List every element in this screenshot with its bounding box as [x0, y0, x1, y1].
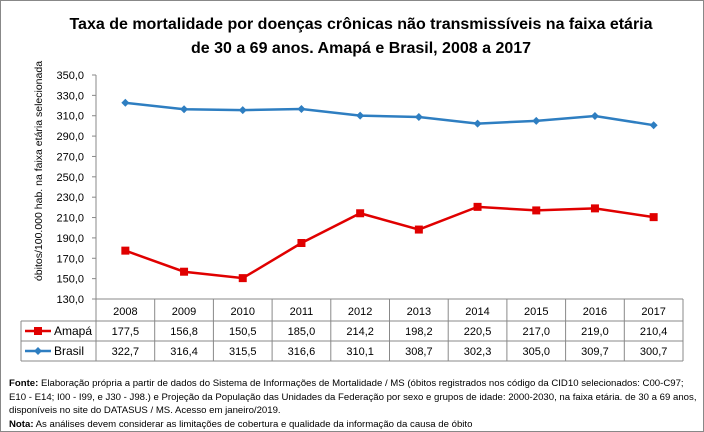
data-point	[121, 246, 130, 255]
y-tick-label: 270,0	[56, 151, 84, 163]
series-line-brasil	[125, 101, 654, 127]
table-cell: 316,4	[170, 346, 198, 358]
table-cell: 315,5	[229, 346, 257, 358]
y-tick-label: 130,0	[56, 294, 84, 306]
data-point	[180, 105, 189, 114]
data-point	[473, 119, 482, 128]
y-tick-label: 290,0	[56, 131, 84, 143]
legend-marker	[34, 347, 42, 355]
line-chart: 130,0 150,0 170,0 190,0 210,0 230,0 250,0 270,0…	[20, 70, 684, 362]
table-cell: 308,7	[405, 346, 433, 358]
data-point	[532, 206, 541, 215]
data-point	[238, 106, 247, 115]
source-notes: Fonte: Elaboração própria a partir de da…	[9, 377, 699, 431]
legend-marker	[34, 327, 42, 335]
legend-label: Brasil	[54, 344, 84, 358]
data-point	[649, 213, 658, 222]
data-point	[473, 202, 482, 211]
data-point	[356, 209, 365, 218]
y-tick-label: 230,0	[56, 192, 84, 204]
table-cell: 185,0	[288, 326, 316, 338]
table-cell: 302,3	[464, 346, 492, 358]
data-point	[414, 113, 423, 122]
x-tick-label: 2013	[407, 306, 431, 318]
table-cell: 310,1	[346, 346, 374, 358]
table-cell: 220,5	[464, 326, 492, 338]
y-tick-label: 170,0	[56, 253, 84, 265]
data-point	[297, 105, 306, 114]
y-tick-label: 150,0	[56, 274, 84, 286]
x-tick-label: 2010	[231, 306, 255, 318]
series-line-amapá	[124, 205, 654, 280]
table-cell: 150,5	[229, 326, 257, 338]
table-cell: 322,7	[112, 346, 140, 358]
x-tick-label: 2017	[641, 306, 665, 318]
data-point	[532, 116, 541, 125]
fonte-label: Fonte:	[9, 378, 39, 389]
data-point	[356, 111, 365, 120]
data-point	[414, 225, 423, 234]
data-point	[590, 204, 599, 213]
data-point	[590, 112, 599, 121]
table-cell: 214,2	[346, 326, 374, 338]
x-tick-label: 2008	[113, 306, 137, 318]
nota-label: Nota:	[9, 418, 34, 430]
data-point	[297, 239, 306, 247]
fonte-text: Elaboração própria a partir de dados do …	[9, 378, 697, 416]
table-cell: 219,0	[581, 326, 609, 338]
y-tick-label: 310,0	[56, 111, 84, 123]
table-cell: 217,0	[522, 326, 550, 338]
table-cell: 177,5	[112, 326, 140, 338]
table-cell: 316,6	[288, 346, 316, 358]
data-point	[238, 274, 247, 283]
y-tick-label: 190,0	[56, 233, 84, 245]
y-tick-label: 350,0	[56, 70, 84, 82]
data-point	[649, 121, 658, 130]
table-cell: 309,7	[581, 346, 609, 358]
table-cell: 305,0	[522, 346, 550, 358]
nota-text: As análises devem considerar as limitaçõ…	[33, 418, 473, 430]
y-tick-label: 210,0	[56, 213, 84, 225]
data-point	[180, 267, 189, 276]
legend-label: Amapá	[54, 324, 92, 338]
table-cell: 198,2	[405, 326, 433, 338]
chart-title: Taxa de mortalidade por doenças crônicas…	[69, 16, 653, 57]
y-tick-label: 330,0	[56, 90, 84, 102]
x-tick-label: 2016	[583, 306, 607, 318]
data-point	[121, 98, 130, 107]
y-tick-label: 250,0	[56, 172, 84, 184]
x-tick-label: 2014	[465, 306, 489, 318]
x-tick-label: 2012	[348, 306, 372, 318]
x-tick-label: 2011	[290, 306, 314, 318]
x-tick-label: 2015	[524, 306, 548, 318]
table-cell: 156,8	[170, 326, 198, 338]
x-tick-label: 2009	[172, 306, 196, 318]
table-cell: 300,7	[640, 346, 668, 358]
table-cell: 210,4	[640, 326, 668, 338]
